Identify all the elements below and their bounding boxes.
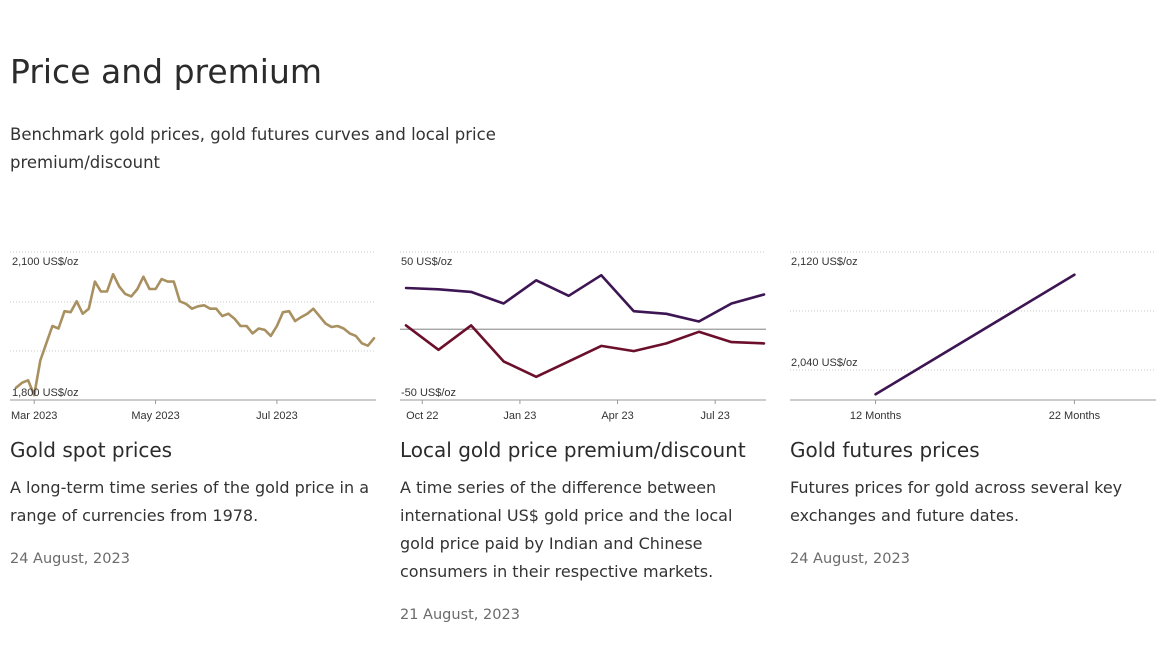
local-premium-discount-chart: 50 US$/oz -50 US$/oz Oct 22 Jan 23 Apr 23 Jul… bbox=[400, 251, 766, 422]
y-axis-label-bottom: -50 US$/oz bbox=[401, 387, 456, 399]
x-tick-label: Jan 23 bbox=[503, 410, 536, 422]
series-line-0 bbox=[404, 273, 766, 323]
card-date: 24 August, 2023 bbox=[10, 551, 130, 567]
x-tick-label: Mar 2023 bbox=[11, 410, 57, 422]
card-description: A long-term time series of the gold pric… bbox=[10, 478, 369, 525]
y-axis-label-bottom: 1,800 US$/oz bbox=[12, 387, 79, 399]
gold-futures-prices-chart: 2,120 US$/oz 2,040 US$/oz 12 Months 22 Mont… bbox=[790, 251, 1156, 422]
page-title: Price and premium bbox=[10, 52, 323, 91]
card-gold-spot-prices[interactable]: 2,100 US$/oz 1,800 US$/oz Mar 2023 May 2023… bbox=[10, 240, 376, 567]
x-tick-label: May 2023 bbox=[131, 410, 179, 422]
x-tick-label: Oct 22 bbox=[406, 410, 438, 422]
series-line-0 bbox=[14, 272, 376, 397]
x-tick-label: 12 Months bbox=[850, 410, 902, 422]
gold-spot-prices-chart: 2,100 US$/oz 1,800 US$/oz Mar 2023 May 2023… bbox=[10, 251, 376, 422]
card-description: Futures prices for gold across several k… bbox=[790, 478, 1123, 525]
card-title[interactable]: Local gold price premium/discount bbox=[400, 438, 746, 462]
x-tick-label: Apr 23 bbox=[601, 410, 633, 422]
card-gold-futures-prices[interactable]: 2,120 US$/oz 2,040 US$/oz 12 Months 22 Mont… bbox=[790, 240, 1156, 567]
x-tick-label: Jul 23 bbox=[701, 410, 730, 422]
y-axis-label-top: 2,100 US$/oz bbox=[12, 256, 79, 268]
card-date: 24 August, 2023 bbox=[790, 551, 910, 567]
y-axis-label-bottom: 2,040 US$/oz bbox=[791, 357, 858, 369]
x-tick-label: Jul 2023 bbox=[256, 410, 298, 422]
card-local-premium-discount[interactable]: 50 US$/oz -50 US$/oz Oct 22 Jan 23 Apr 23 Jul… bbox=[400, 240, 766, 623]
series-line-0 bbox=[874, 273, 1076, 396]
x-tick-label: 22 Months bbox=[1049, 410, 1101, 422]
card-description: A time series of the difference between … bbox=[400, 478, 733, 581]
card-date: 21 August, 2023 bbox=[400, 607, 520, 623]
y-axis-label-top: 2,120 US$/oz bbox=[791, 256, 858, 268]
card-title[interactable]: Gold spot prices bbox=[10, 438, 173, 462]
y-axis-label-top: 50 US$/oz bbox=[401, 256, 452, 268]
page-subtitle: Benchmark gold prices, gold futures curv… bbox=[10, 125, 496, 172]
card-title[interactable]: Gold futures prices bbox=[790, 438, 980, 462]
series-line-1 bbox=[404, 324, 766, 379]
